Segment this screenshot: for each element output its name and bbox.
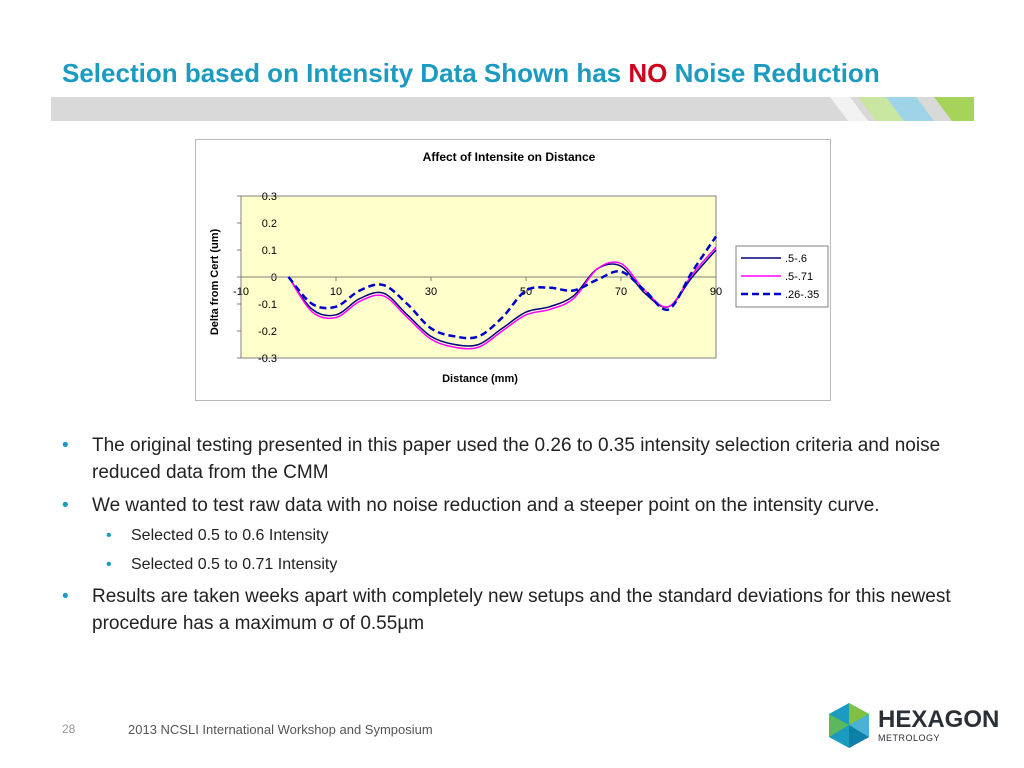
x-tick-label: 90 [710,286,722,298]
y-tick-label: 0.1 [262,245,277,257]
sub-bullet-item: • Selected 0.5 to 0.6 Intensity [62,525,962,547]
legend-label: .5-.6 [785,253,807,265]
slide-title-before: Selection based on Intensity Data Shown … [62,58,629,88]
hexagon-logo-icon [829,703,869,748]
slide-title-after: Noise Reduction [667,58,880,88]
bullet-dot: • [106,556,112,573]
y-tick-label: -0.2 [258,326,277,338]
sub-bullet-text: Selected 0.5 to 0.6 Intensity [131,527,329,544]
slide-title-emphasis: NO [628,58,668,88]
y-tick-label: 0.3 [262,191,277,203]
slide-title: Selection based on Intensity Data Shown … [62,58,880,89]
y-tick-label: -0.3 [258,353,277,365]
series-line-1 [287,249,717,347]
title-rule-band [51,97,974,121]
bullet-dot: • [106,527,112,544]
logo-wordmark: HEXAGON [878,706,1000,733]
bullet-dot: • [62,586,69,607]
x-tick-label: 70 [615,286,627,298]
bullet-text: Results are taken weeks apart with compl… [92,586,951,634]
bullet-dot: • [62,435,69,456]
sub-bullet-text: Selected 0.5 to 0.71 Intensity [131,556,338,573]
legend-label: .26-.35 [785,289,819,301]
series-line-2 [287,246,717,350]
bullet-item: • The original testing presented in this … [62,432,962,486]
footer-text: 2013 NCSLI International Workshop and Sy… [128,722,433,737]
x-tick-label: 10 [330,286,342,298]
logo-subtitle: METROLOGY [878,733,941,743]
chart-frame: Affect of Intensite on Distance 0.3 0.2 0.… [195,139,831,401]
bullet-list: • The original testing presented in this … [62,432,962,643]
y-tick-label: 0 [271,272,277,284]
bullet-item: • Results are taken weeks apart with comp… [62,583,962,637]
y-tick-label: -0.1 [258,299,277,311]
chart-title: Affect of Intensite on Distance [423,150,596,164]
bullet-item: • We wanted to test raw data with no nois… [62,492,962,519]
chart: Affect of Intensite on Distance 0.3 0.2 0.… [209,150,829,385]
bullet-dot: • [62,495,69,516]
series-line-3 [287,235,718,340]
y-axis-label: Delta from Cert (um) [209,228,221,335]
sub-bullet-item: • Selected 0.5 to 0.71 Intensity [62,554,962,576]
legend-label: .5-.71 [785,271,813,283]
x-axis-label: Distance (mm) [442,373,518,385]
title-rule-decoration [830,97,974,121]
bullet-text: We wanted to test raw data with no noise… [92,495,880,516]
page-number: 28 [62,722,76,736]
bullet-text: The original testing presented in this p… [92,435,941,483]
y-tick-label: 0.2 [262,218,277,230]
hexagon-logo: HEXAGON METROLOGY [826,700,999,750]
x-tick-label: 30 [425,286,437,298]
